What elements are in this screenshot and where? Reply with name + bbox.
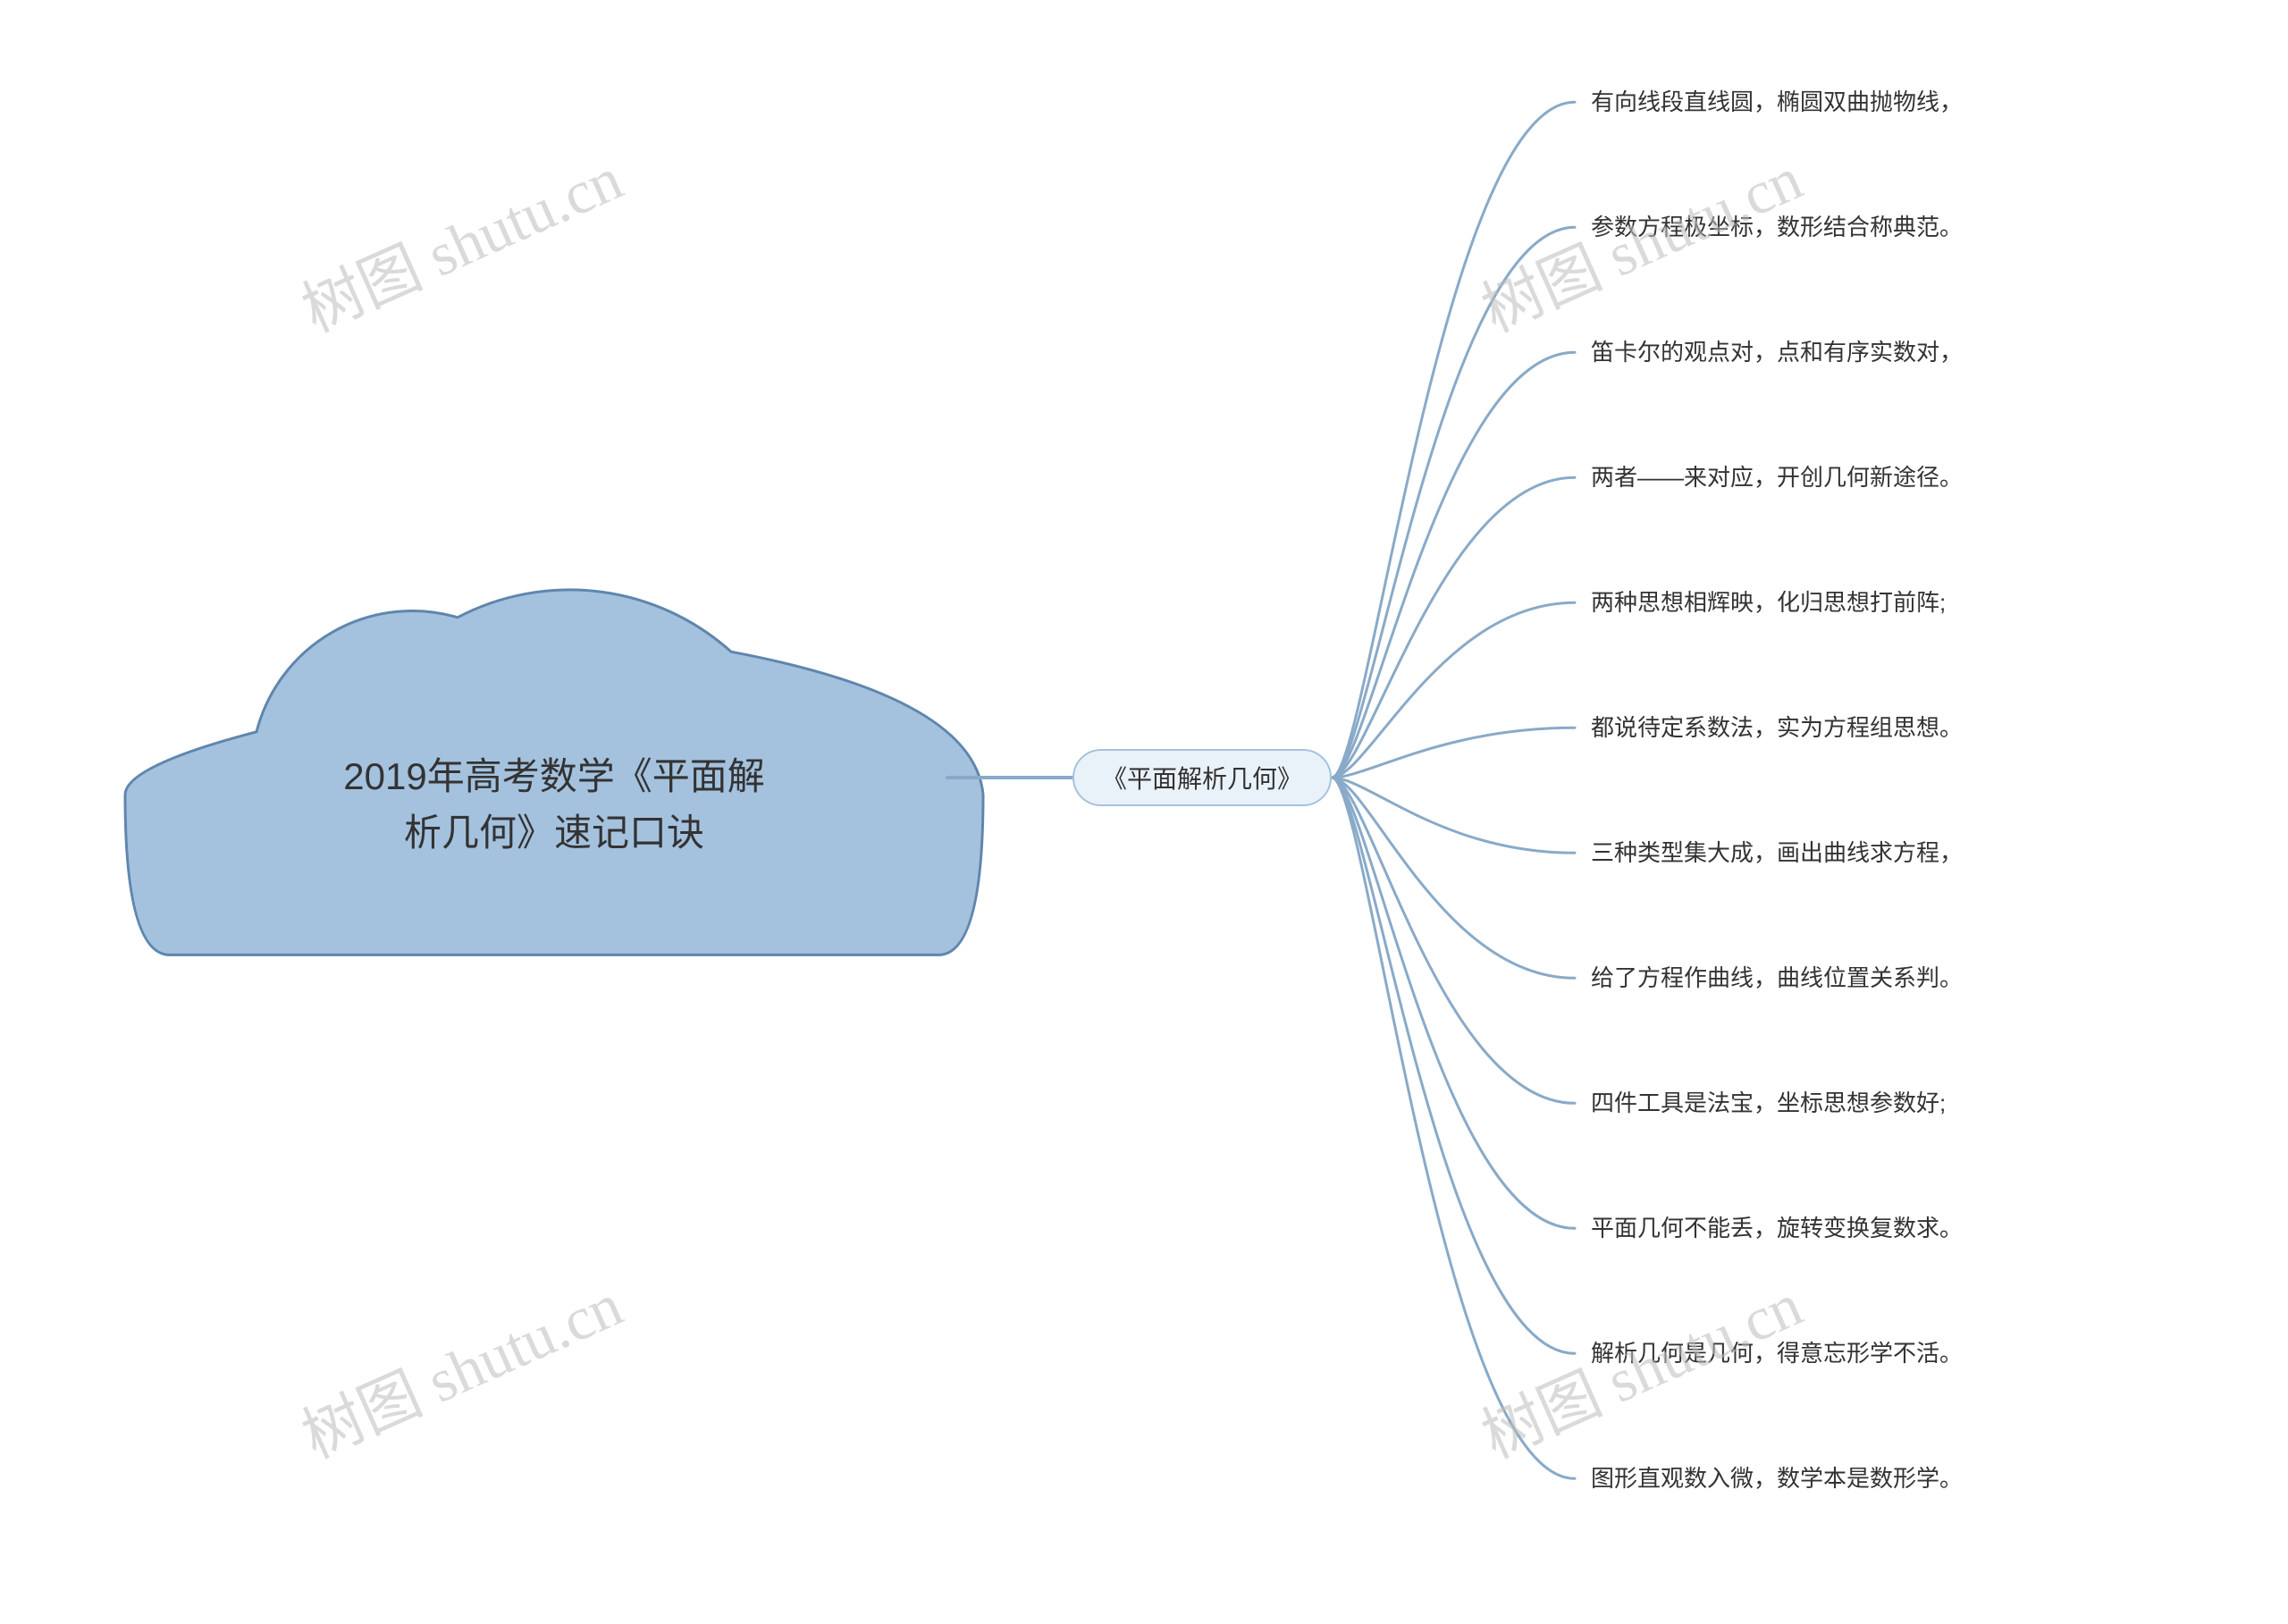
leaf-node[interactable]: 解析几何是几何，得意忘形学不活。 <box>1591 1335 1963 1368</box>
leaf-node[interactable]: 图形直观数入微，数学本是数形学。 <box>1591 1460 1963 1494</box>
leaf-text: 四件工具是法宝，坐标思想参数好; <box>1591 1090 1946 1116</box>
leaf-text: 三种类型集大成，画出曲线求方程， <box>1591 839 1963 866</box>
branch-curve <box>1332 602 1575 778</box>
branch-curve <box>1332 728 1575 778</box>
branch-curve <box>1332 778 1575 978</box>
leaf-node[interactable]: 有向线段直线圆，椭圆双曲抛物线， <box>1591 84 1963 117</box>
leaf-text: 图形直观数入微，数学本是数形学。 <box>1591 1465 1963 1492</box>
branch-curve <box>1332 227 1575 778</box>
branch-curve <box>1332 778 1575 853</box>
leaf-node[interactable]: 给了方程作曲线，曲线位置关系判。 <box>1591 960 1963 993</box>
leaf-node[interactable]: 三种类型集大成，画出曲线求方程， <box>1591 835 1963 868</box>
leaf-node[interactable]: 平面几何不能丢，旋转变换复数求。 <box>1591 1210 1963 1243</box>
branch-curve <box>1332 477 1575 778</box>
leaf-text: 都说待定系数法，实为方程组思想。 <box>1591 714 1963 741</box>
branch-curve <box>1332 778 1575 1228</box>
leaf-node[interactable]: 两种思想相辉映，化归思想打前阵; <box>1591 585 1946 618</box>
watermark: 树图 shutu.cn <box>286 1256 634 1476</box>
branch-curve <box>1332 778 1575 1353</box>
leaf-text: 平面几何不能丢，旋转变换复数求。 <box>1591 1215 1963 1241</box>
leaf-text: 两种思想相辉映，化归思想打前阵; <box>1591 589 1946 616</box>
leaf-text: 两者——来对应，开创几何新途径。 <box>1591 464 1963 491</box>
branch-curve <box>1332 352 1575 778</box>
leaf-text: 给了方程作曲线，曲线位置关系判。 <box>1591 964 1963 991</box>
leaf-text: 笛卡尔的观点对，点和有序实数对， <box>1591 339 1963 366</box>
middle-node[interactable]: 《平面解析几何》 <box>1072 749 1332 806</box>
leaf-text: 解析几何是几何，得意忘形学不活。 <box>1591 1340 1963 1367</box>
watermark: 树图 shutu.cn <box>286 130 634 349</box>
root-node-title: 2019年高考数学《平面解 析几何》速记口诀 <box>343 748 764 861</box>
middle-node-label: 《平面解析几何》 <box>1102 760 1302 795</box>
branch-curve <box>1332 778 1575 1103</box>
branch-curve <box>1332 778 1575 1478</box>
leaf-text: 参数方程极坐标，数形结合称典范。 <box>1591 214 1963 240</box>
leaf-node[interactable]: 参数方程极坐标，数形结合称典范。 <box>1591 209 1963 242</box>
branch-curve <box>1332 102 1575 778</box>
leaf-node[interactable]: 都说待定系数法，实为方程组思想。 <box>1591 710 1963 743</box>
mindmap-canvas: 2019年高考数学《平面解 析几何》速记口诀 《平面解析几何》 有向线段直线圆，… <box>0 0 2288 1624</box>
leaf-text: 有向线段直线圆，椭圆双曲抛物线， <box>1591 88 1963 115</box>
root-node-cloud[interactable]: 2019年高考数学《平面解 析几何》速记口诀 <box>152 492 956 1064</box>
leaf-node[interactable]: 四件工具是法宝，坐标思想参数好; <box>1591 1085 1946 1118</box>
leaf-node[interactable]: 两者——来对应，开创几何新途径。 <box>1591 459 1963 492</box>
leaf-node[interactable]: 笛卡尔的观点对，点和有序实数对， <box>1591 334 1963 367</box>
